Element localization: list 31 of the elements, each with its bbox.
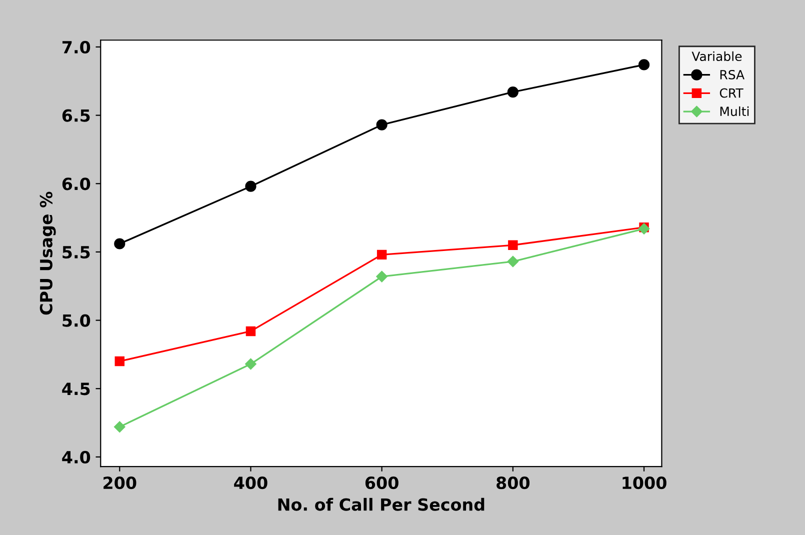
x-tick-label: 400 <box>234 476 268 490</box>
legend-label: Multi <box>720 106 749 116</box>
legend-title: Variable <box>692 51 742 62</box>
point <box>114 356 124 366</box>
legend-label: CRT <box>720 88 744 98</box>
y-tick-label: 5.5 <box>62 246 90 259</box>
point <box>508 240 518 250</box>
x-axis-title: No. of Call Per Second <box>278 498 484 511</box>
point <box>638 59 650 70</box>
point <box>245 180 256 192</box>
x-tick-label: 600 <box>365 476 398 490</box>
x-tick-label: 200 <box>104 476 136 490</box>
legend-label: RSA <box>720 70 744 80</box>
point <box>376 119 388 130</box>
point <box>507 86 518 98</box>
y-tick-label: 7.0 <box>62 40 90 54</box>
x-tick-label: 1000 <box>622 476 666 490</box>
x-tick-label: 800 <box>496 476 530 490</box>
point <box>507 256 519 268</box>
y-tick-label: 4.5 <box>62 382 90 396</box>
y-tick-label: 5.0 <box>62 314 90 327</box>
point <box>114 238 126 250</box>
point <box>376 250 387 260</box>
y-axis-title: CPU Usage % <box>40 192 56 315</box>
point <box>114 421 126 432</box>
y-tick-label: 6.0 <box>62 178 90 190</box>
y-tick-label: 4.0 <box>62 450 90 464</box>
point <box>376 270 388 282</box>
y-tick-label: 6.5 <box>62 109 90 122</box>
point <box>246 326 256 336</box>
point <box>245 358 256 370</box>
